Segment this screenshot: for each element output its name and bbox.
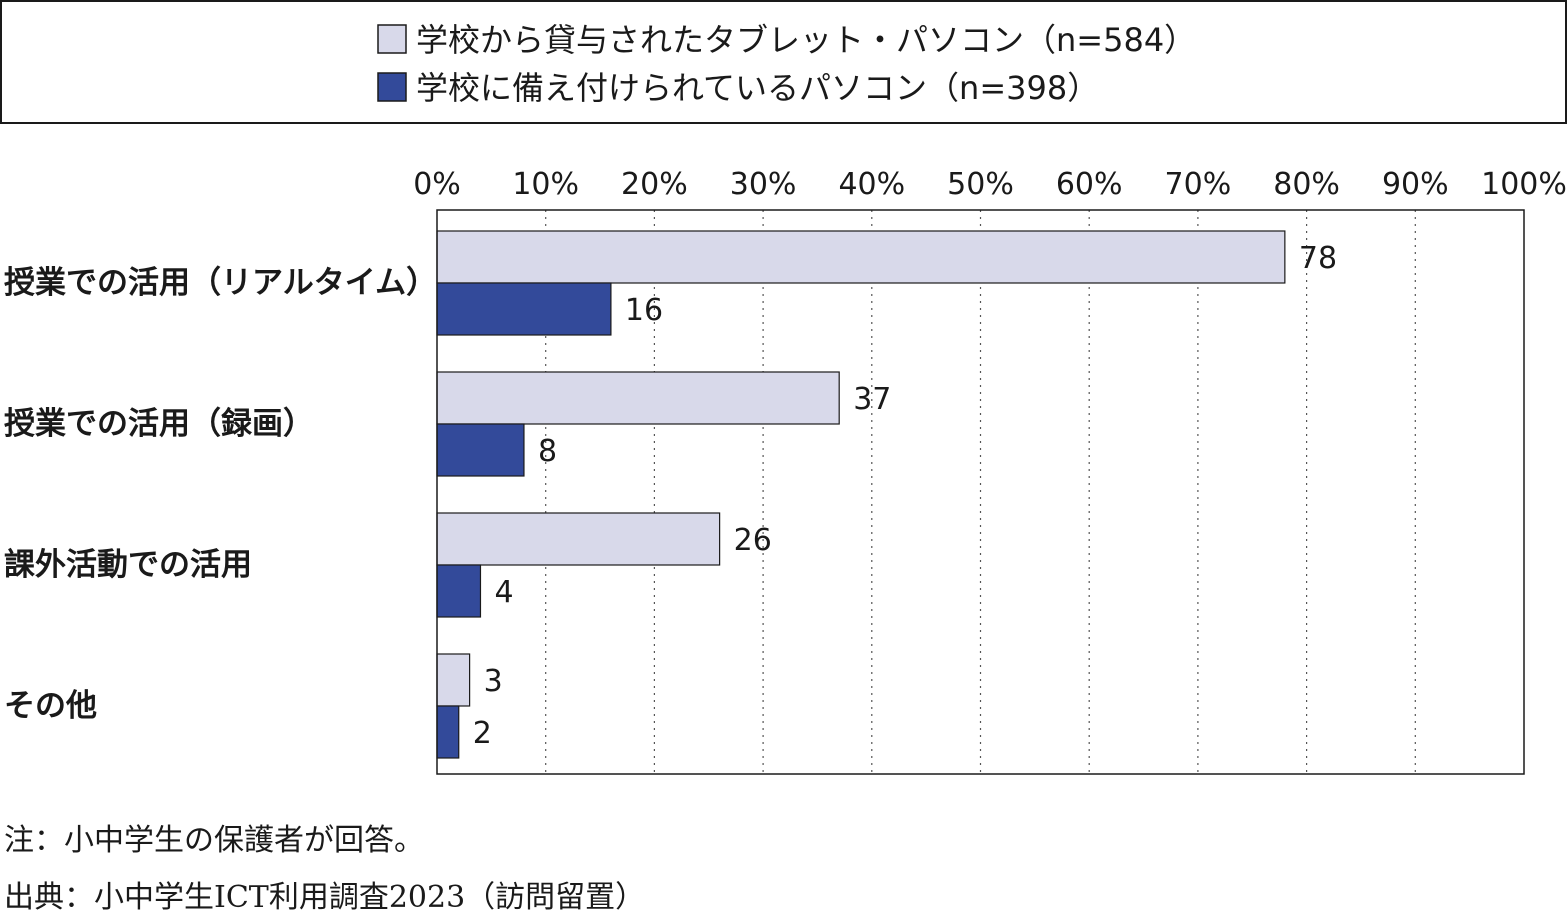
legend: 学校から貸与されたタブレット・パソコン（n=584） 学校に備え付けられているパ…	[0, 0, 1567, 124]
legend-label-tablet: 学校から貸与されたタブレット・パソコン（n=584）	[416, 21, 1196, 59]
legend-swatch-pc	[377, 72, 407, 102]
value-label: 8	[538, 434, 557, 469]
x-tick-label: 70%	[1165, 167, 1232, 202]
bar-pc	[436, 282, 612, 336]
x-tick-label: 60%	[1056, 167, 1123, 202]
bars	[436, 230, 1286, 759]
x-tick-label: 40%	[838, 167, 905, 202]
legend-swatch-tablet	[377, 24, 407, 54]
plot-frame	[436, 209, 1525, 775]
x-tick-label: 30%	[730, 167, 797, 202]
value-label: 16	[625, 293, 663, 328]
category-label: 授業での活用（リアルタイム）	[4, 265, 437, 301]
value-label: 78	[1299, 241, 1337, 276]
x-tick-label: 50%	[947, 167, 1014, 202]
category-label: 課外活動での活用	[4, 547, 252, 583]
footnote-note: 注：小中学生の保護者が回答。	[4, 823, 424, 858]
value-label: 3	[484, 664, 503, 699]
bar-tablet	[436, 230, 1286, 284]
bar-tablet	[436, 653, 471, 707]
bar-pc	[436, 705, 460, 759]
x-axis-ticks: 0% 10% 20% 30% 40% 50% 60% 70% 80% 90% 100%	[413, 167, 1567, 202]
bar-pc	[436, 564, 482, 618]
bar-pc	[436, 423, 525, 477]
legend-frame	[0, 0, 1567, 124]
footnote-source: 出典：小中学生ICT利用調査2023（訪問留置）	[4, 880, 646, 915]
x-tick-label: 20%	[621, 167, 688, 202]
bar-tablet	[436, 512, 721, 566]
legend-label-pc: 学校に備え付けられているパソコン（n=398）	[416, 69, 1099, 107]
gridlines	[545, 210, 1416, 774]
bar-tablet	[436, 371, 840, 425]
x-tick-label: 10%	[512, 167, 579, 202]
value-label: 26	[734, 523, 772, 558]
x-tick-label: 0%	[413, 167, 461, 202]
category-label: 授業での活用（録画）	[4, 406, 314, 442]
value-label: 4	[494, 575, 513, 610]
x-tick-label: 80%	[1273, 167, 1340, 202]
x-tick-label: 100%	[1481, 167, 1567, 202]
category-label: その他	[4, 688, 97, 724]
value-labels: 78 16 37 8 26 4 3 2	[473, 241, 1337, 751]
value-label: 37	[853, 382, 891, 417]
value-label: 2	[473, 716, 492, 751]
x-tick-label: 90%	[1382, 167, 1449, 202]
